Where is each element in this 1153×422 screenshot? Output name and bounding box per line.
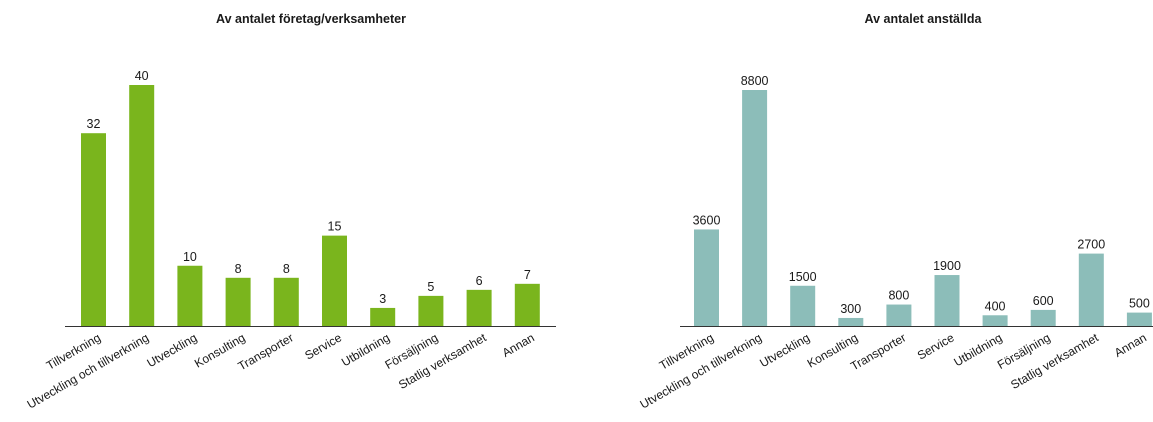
data-label: 32: [87, 117, 101, 131]
data-label: 40: [135, 69, 149, 83]
data-label: 6: [476, 274, 483, 288]
chart-title: Av antalet företag/verksamheter: [216, 12, 406, 26]
bar: [886, 304, 912, 326]
data-label: 8: [283, 262, 290, 276]
data-label: 1900: [933, 259, 961, 273]
category-label: Utveckling: [144, 330, 199, 370]
data-label: 5: [427, 280, 434, 294]
data-label: 1500: [789, 270, 817, 284]
category-label: Annan: [1112, 330, 1149, 359]
data-label: 3600: [693, 213, 721, 227]
bar: [742, 90, 768, 326]
data-label: 8: [235, 262, 242, 276]
bar: [322, 235, 347, 326]
bar: [177, 265, 203, 326]
bar: [790, 285, 816, 326]
category-label: Transporter: [235, 330, 295, 373]
data-label: 2700: [1077, 238, 1105, 252]
category-label: Transporter: [848, 330, 908, 373]
chart-title: Av antalet anställda: [865, 12, 983, 26]
bar: [838, 317, 864, 326]
bar: [370, 307, 396, 326]
category-label: Annan: [500, 330, 537, 359]
category-label: Statlig verksamhet: [396, 330, 489, 392]
data-label: 8800: [741, 74, 769, 88]
bar: [694, 229, 719, 326]
data-label: 600: [1033, 294, 1054, 308]
data-label: 15: [328, 220, 342, 234]
bar: [129, 85, 155, 326]
bar: [466, 289, 492, 326]
data-label: 300: [840, 302, 861, 316]
data-label: 800: [888, 289, 909, 303]
chart-employees: Av antalet anställda 3600Tillverkning880…: [638, 12, 1153, 412]
data-label: 500: [1129, 297, 1150, 311]
data-label: 400: [985, 299, 1006, 313]
chart-companies: Av antalet företag/verksamheter 32Tillve…: [25, 12, 556, 412]
category-label: Service: [915, 330, 957, 362]
category-label: Utveckling: [757, 330, 812, 370]
data-label: 10: [183, 250, 197, 264]
category-label: Service: [302, 330, 344, 362]
data-label: 7: [524, 268, 531, 282]
bar: [514, 283, 540, 326]
bar: [1078, 253, 1104, 326]
bar: [1126, 312, 1152, 326]
bar: [273, 277, 299, 326]
bar: [982, 315, 1008, 326]
bar: [225, 277, 251, 326]
data-label: 3: [379, 292, 386, 306]
bar: [1030, 309, 1056, 326]
bar: [418, 295, 444, 326]
category-label: Statlig verksamhet: [1008, 330, 1101, 392]
bar: [81, 133, 106, 326]
bar: [934, 275, 960, 326]
